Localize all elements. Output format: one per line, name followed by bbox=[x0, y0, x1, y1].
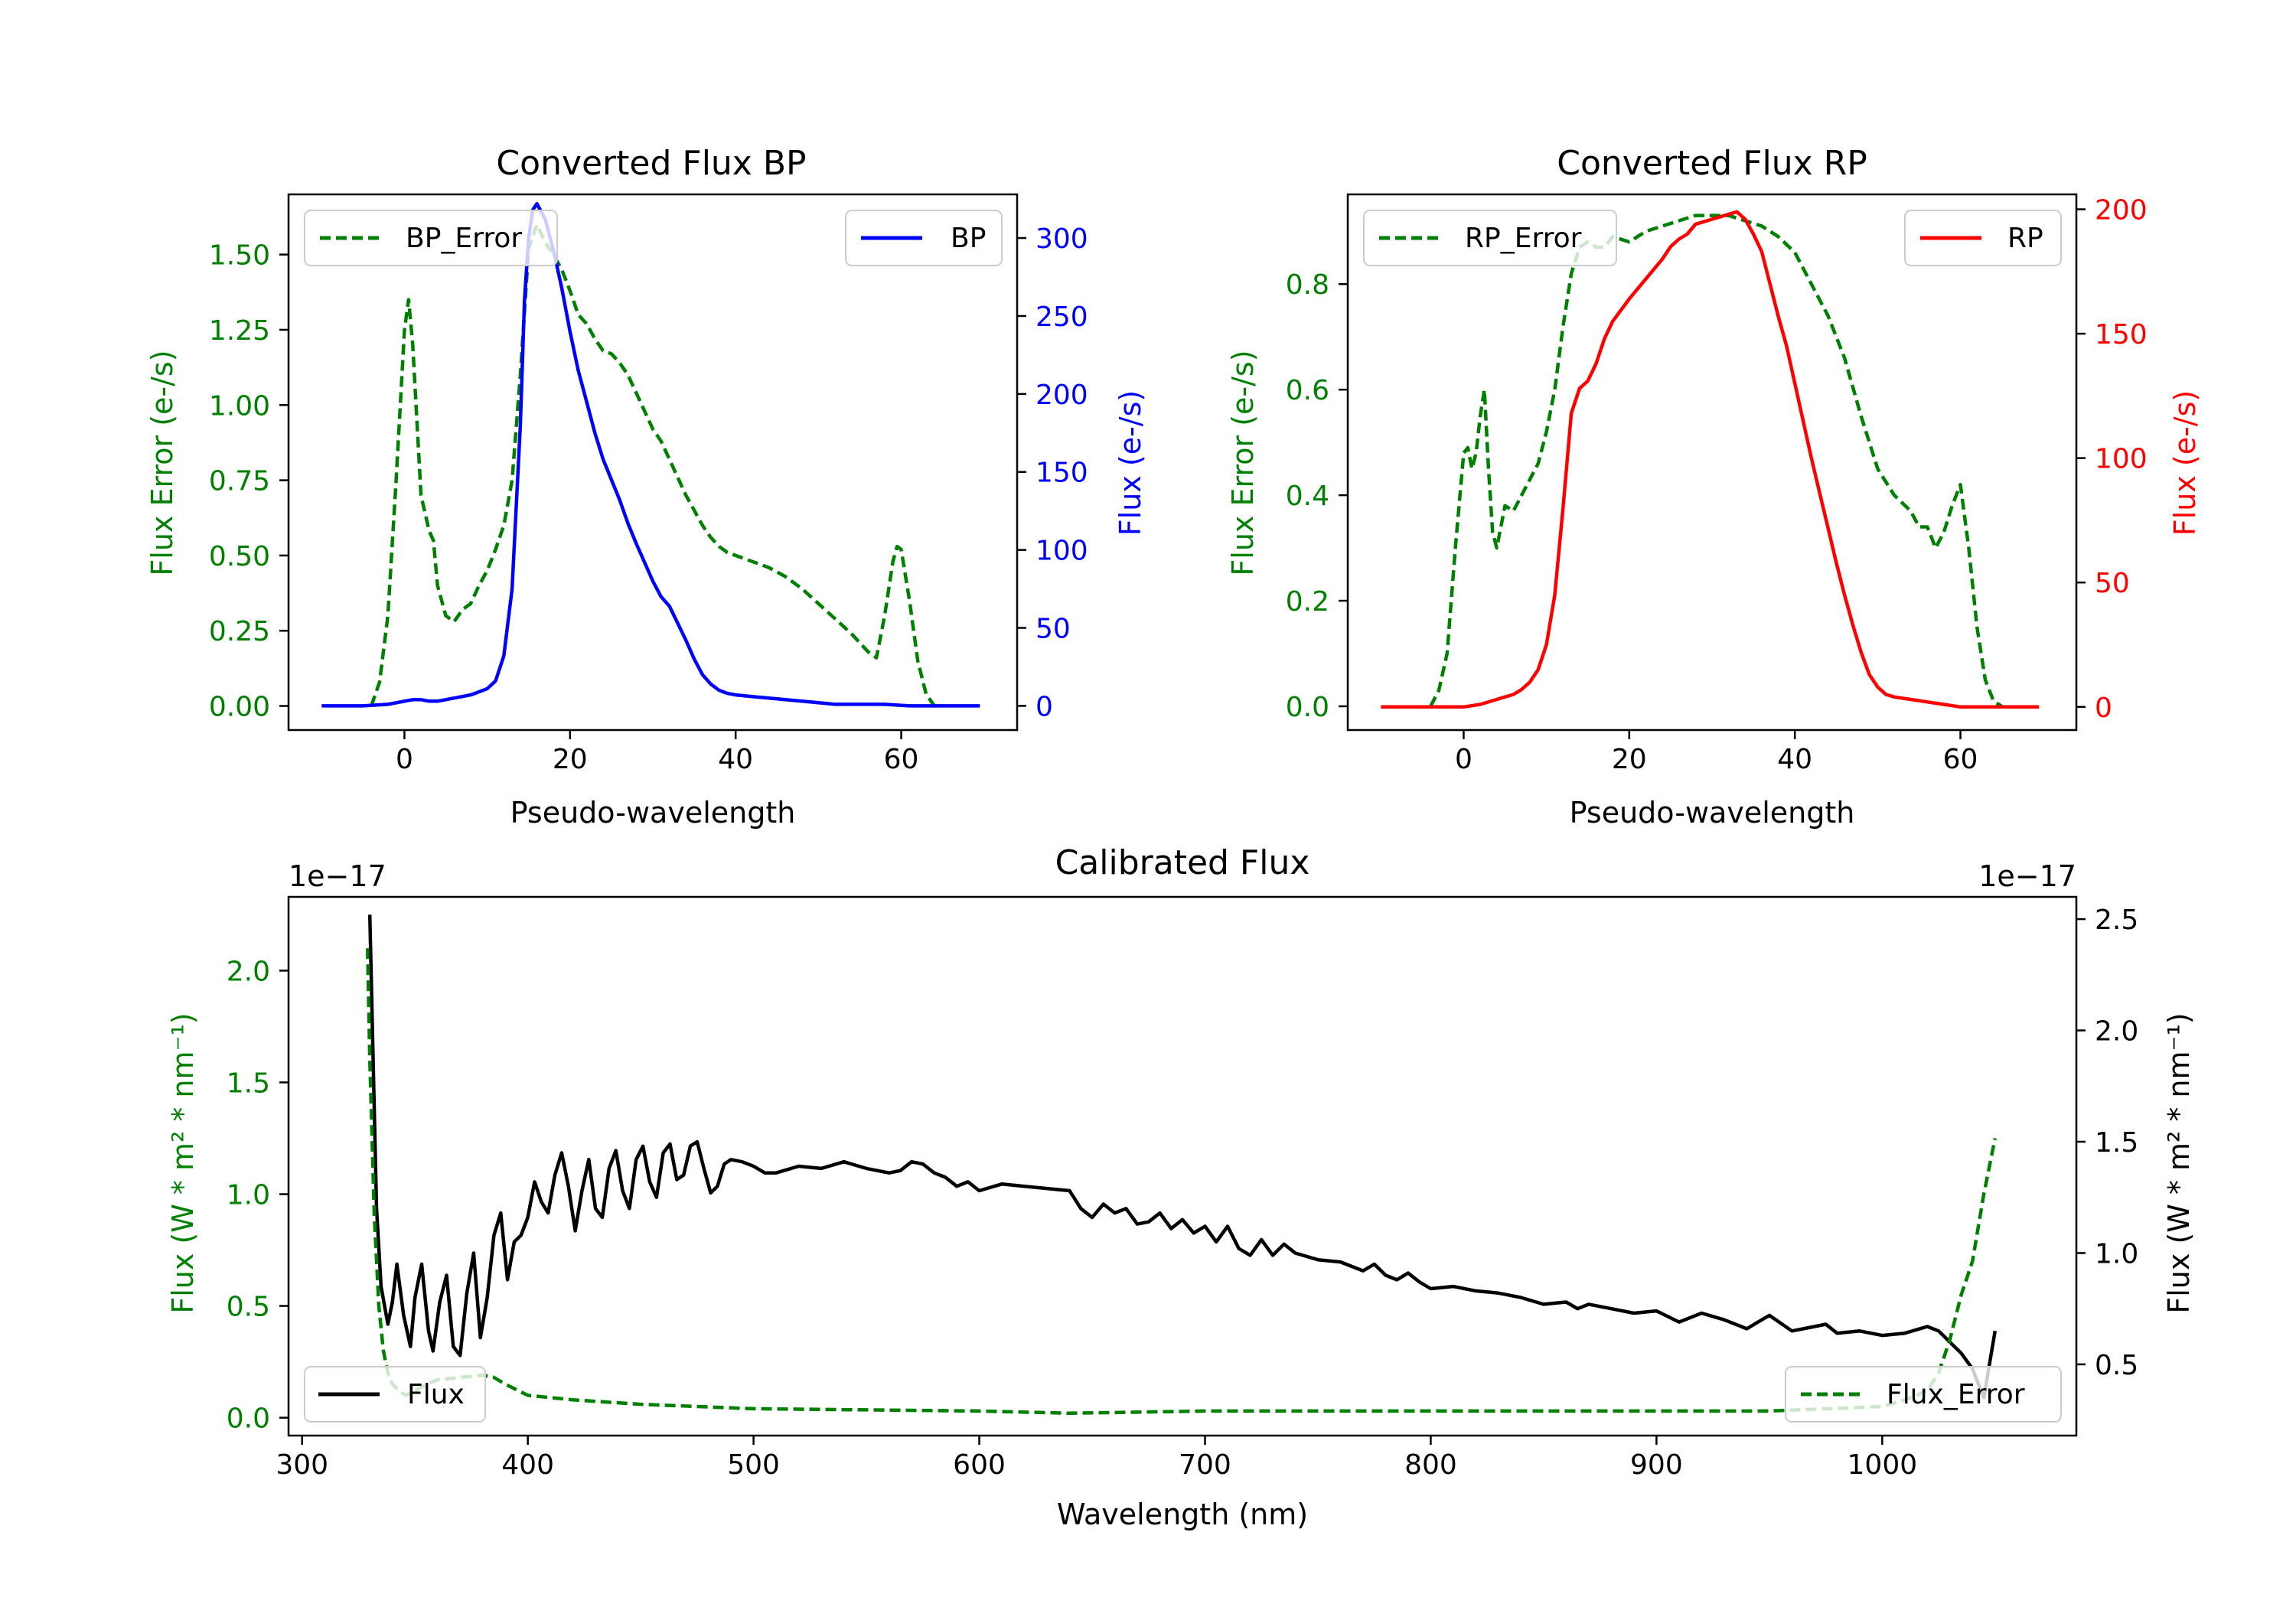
legend-label-bp-error: BP_Error bbox=[406, 223, 522, 254]
y-tick-label-left-rp: 0.0 bbox=[1286, 692, 1329, 723]
y-tick-label-left-bp: 1.50 bbox=[209, 240, 270, 272]
y-tick-label-left-calibrated: 2.0 bbox=[227, 956, 270, 987]
x-tick-label-calibrated: 500 bbox=[727, 1449, 780, 1481]
y-tick-label-right-rp: 200 bbox=[2095, 195, 2148, 227]
y-tick-label-left-rp: 0.8 bbox=[1286, 269, 1329, 301]
chart-title-rp: Converted Flux RP bbox=[1557, 144, 1867, 183]
series-line-rp bbox=[1381, 210, 2040, 709]
legend-label-flux-error: Flux_Error bbox=[1887, 1379, 2025, 1410]
y-tick-label-right-bp: 0 bbox=[1035, 691, 1053, 722]
y-tick-label-left-rp: 0.6 bbox=[1286, 375, 1329, 406]
y-tick-label-left-rp: 0.2 bbox=[1286, 586, 1329, 618]
series-line-flux bbox=[367, 914, 1998, 1400]
y-tick-label-left-rp: 0.4 bbox=[1286, 481, 1329, 512]
chart-title-calibrated: Calibrated Flux bbox=[1055, 843, 1310, 882]
y-tick-label-right-calibrated: 2.5 bbox=[2095, 905, 2138, 936]
y-tick-label-left-bp: 0.25 bbox=[209, 616, 270, 647]
x-tick-label-calibrated: 800 bbox=[1404, 1449, 1457, 1481]
y-tick-label-left-calibrated: 0.5 bbox=[227, 1292, 270, 1323]
y-tick-label-left-calibrated: 1.0 bbox=[227, 1180, 270, 1211]
series-line-rp-error bbox=[1429, 214, 2003, 708]
x-tick-label-calibrated: 700 bbox=[1179, 1449, 1231, 1481]
x-tick-label-rp: 0 bbox=[1455, 744, 1473, 775]
y-tick-label-right-rp: 150 bbox=[2095, 319, 2148, 350]
legend-label-bp: BP bbox=[951, 223, 986, 254]
x-tick-label-bp: 20 bbox=[553, 744, 588, 775]
x-tick-label-calibrated: 1000 bbox=[1848, 1449, 1918, 1481]
y-axis-label-left-bp: Flux Error (e-/s) bbox=[145, 350, 179, 575]
y-tick-label-right-rp: 50 bbox=[2095, 568, 2130, 599]
y-tick-label-left-calibrated: 0.0 bbox=[227, 1403, 270, 1435]
x-tick-label-bp: 0 bbox=[396, 744, 413, 775]
axes-frame-rp bbox=[1346, 193, 2078, 732]
legend-label-flux: Flux bbox=[407, 1379, 465, 1410]
axes-frame-bp bbox=[287, 193, 1019, 732]
y-tick-label-left-bp: 1.25 bbox=[209, 315, 270, 347]
y-tick-label-right-calibrated: 2.0 bbox=[2095, 1016, 2138, 1048]
series-line-bp-error bbox=[370, 223, 943, 708]
y-tick-label-left-bp: 0.75 bbox=[209, 466, 270, 497]
y-tick-label-left-bp: 0.00 bbox=[209, 692, 270, 723]
x-axis-label-calibrated: Wavelength (nm) bbox=[1057, 1498, 1308, 1531]
y-axis-label-right-bp: Flux (e-/s) bbox=[1114, 390, 1147, 536]
y-axis-label-left-rp: Flux Error (e-/s) bbox=[1226, 350, 1260, 575]
chart-title-bp: Converted Flux BP bbox=[496, 144, 806, 183]
y-axis-label-left-calibrated: Flux (W * m² * nm⁻¹) bbox=[166, 1012, 200, 1313]
y-tick-label-left-bp: 1.00 bbox=[209, 390, 270, 422]
axes-frame-calibrated bbox=[287, 895, 2078, 1437]
panel-calibrated: Calibrated Flux 1e−17 1e−17 300 400 500 600… bbox=[166, 843, 2196, 1531]
legend-flux-error: Flux_Error bbox=[1785, 1366, 2062, 1423]
y-tick-label-right-bp: 150 bbox=[1035, 458, 1088, 489]
legend-flux: Flux bbox=[304, 1366, 486, 1423]
x-tick-label-bp: 40 bbox=[718, 744, 753, 775]
x-tick-label-rp: 60 bbox=[1943, 744, 1978, 775]
y-tick-label-right-bp: 250 bbox=[1035, 302, 1088, 333]
panel-rp: Converted Flux RP 0 20 40 60 0.0 0.2 0.4 0.6 0.… bbox=[1226, 144, 2202, 830]
legend-bp: BP bbox=[845, 210, 1003, 266]
series-line-bp bbox=[321, 201, 980, 708]
x-tick-label-calibrated: 400 bbox=[501, 1449, 554, 1481]
legend-label-rp: RP bbox=[2007, 223, 2043, 254]
legend-label-rp-error: RP_Error bbox=[1465, 223, 1582, 254]
y-tick-label-left-calibrated: 1.5 bbox=[227, 1068, 270, 1099]
y-axis-label-right-rp: Flux (e-/s) bbox=[2168, 390, 2202, 536]
y-tick-label-right-calibrated: 1.5 bbox=[2095, 1127, 2138, 1159]
x-tick-label-calibrated: 900 bbox=[1630, 1449, 1683, 1481]
offset-label-left: 1e−17 bbox=[289, 859, 386, 893]
offset-label-right: 1e−17 bbox=[1978, 859, 2076, 893]
y-axis-label-right-calibrated: Flux (W * m² * nm⁻¹) bbox=[2162, 1012, 2196, 1313]
y-tick-label-right-bp: 100 bbox=[1035, 536, 1088, 567]
panel-bp: Converted Flux BP 0 20 40 60 0.00 0.25 0.50 0.… bbox=[145, 144, 1147, 830]
x-tick-label-rp: 40 bbox=[1777, 744, 1812, 775]
x-tick-label-bp: 60 bbox=[884, 744, 919, 775]
x-tick-label-calibrated: 600 bbox=[953, 1449, 1006, 1481]
x-tick-label-rp: 20 bbox=[1612, 744, 1647, 775]
x-tick-label-calibrated: 300 bbox=[276, 1449, 328, 1481]
x-axis-label-bp: Pseudo-wavelength bbox=[510, 796, 796, 830]
y-tick-label-left-bp: 0.50 bbox=[209, 541, 270, 572]
y-tick-label-right-bp: 300 bbox=[1035, 223, 1088, 255]
y-tick-label-right-calibrated: 1.0 bbox=[2095, 1238, 2138, 1270]
y-tick-label-right-rp: 0 bbox=[2095, 693, 2112, 724]
series-line-flux-error bbox=[365, 948, 1998, 1416]
y-tick-label-right-bp: 50 bbox=[1035, 614, 1071, 645]
y-tick-label-right-calibrated: 0.5 bbox=[2095, 1350, 2138, 1381]
y-tick-label-right-bp: 200 bbox=[1035, 380, 1088, 411]
legend-bp-error: BP_Error bbox=[304, 210, 558, 266]
legend-rp-error: RP_Error bbox=[1363, 210, 1617, 266]
x-axis-label-rp: Pseudo-wavelength bbox=[1570, 796, 1855, 830]
legend-rp: RP bbox=[1904, 210, 2062, 266]
y-tick-label-right-rp: 100 bbox=[2095, 444, 2148, 475]
